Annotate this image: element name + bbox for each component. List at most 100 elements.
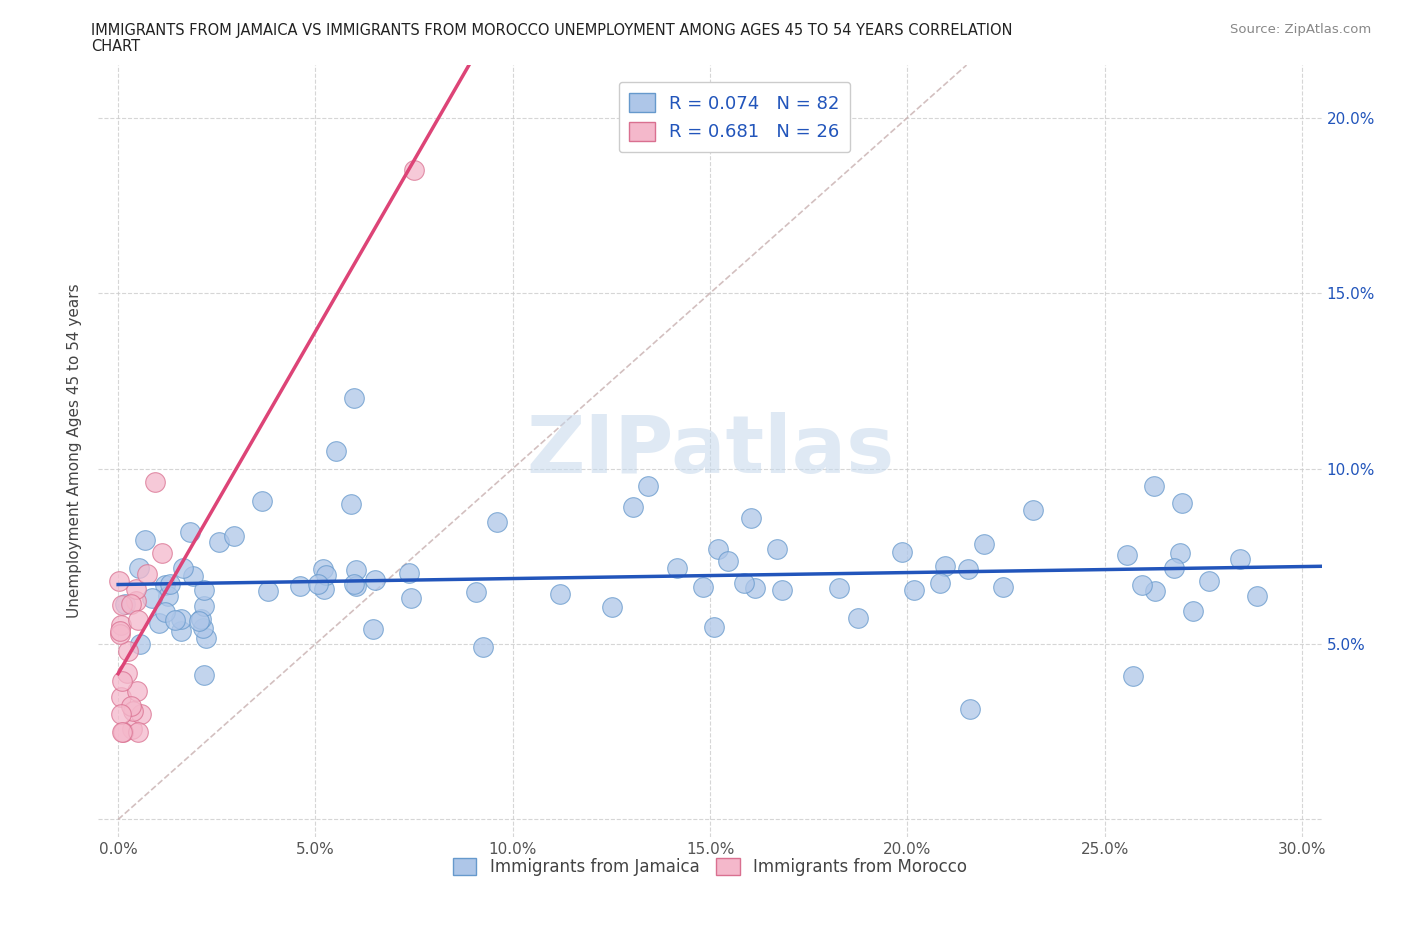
Point xyxy=(890,544,912,559)
Point xyxy=(181,569,204,584)
Point xyxy=(110,618,132,632)
Point xyxy=(959,702,981,717)
Point xyxy=(159,577,181,591)
Point xyxy=(1198,574,1220,589)
Point xyxy=(929,576,952,591)
Point xyxy=(315,568,337,583)
Point xyxy=(120,698,142,713)
Point xyxy=(193,599,215,614)
Point xyxy=(165,612,187,627)
Point xyxy=(744,580,766,595)
Point xyxy=(703,619,725,634)
Point xyxy=(733,576,755,591)
Point xyxy=(766,542,789,557)
Y-axis label: Unemployment Among Ages 45 to 54 years: Unemployment Among Ages 45 to 54 years xyxy=(67,284,83,618)
Point xyxy=(307,577,329,591)
Text: IMMIGRANTS FROM JAMAICA VS IMMIGRANTS FROM MOROCCO UNEMPLOYMENT AMONG AGES 45 TO: IMMIGRANTS FROM JAMAICA VS IMMIGRANTS FR… xyxy=(91,23,1012,38)
Point xyxy=(464,585,486,600)
Point xyxy=(155,604,177,619)
Point xyxy=(717,553,740,568)
Point xyxy=(108,624,131,639)
Point xyxy=(472,640,495,655)
Point xyxy=(141,591,163,605)
Point xyxy=(257,583,280,598)
Point xyxy=(288,578,311,593)
Text: ZIPatlas: ZIPatlas xyxy=(526,412,894,490)
Point xyxy=(129,707,152,722)
Point xyxy=(828,581,851,596)
Point xyxy=(550,587,572,602)
Text: CHART: CHART xyxy=(91,39,141,54)
Point xyxy=(993,579,1015,594)
Point xyxy=(134,532,156,547)
Point xyxy=(194,631,217,645)
Point xyxy=(621,499,644,514)
Point xyxy=(692,579,714,594)
Point xyxy=(340,497,363,512)
Point xyxy=(1246,589,1268,604)
Point xyxy=(846,610,869,625)
Point xyxy=(127,613,149,628)
Text: Source: ZipAtlas.com: Source: ZipAtlas.com xyxy=(1230,23,1371,36)
Point xyxy=(1116,548,1139,563)
Point xyxy=(143,475,166,490)
Point xyxy=(600,600,623,615)
Point xyxy=(135,566,157,581)
Point xyxy=(364,573,387,588)
Point xyxy=(344,578,367,593)
Point xyxy=(112,724,135,739)
Point xyxy=(973,537,995,551)
Point xyxy=(343,391,366,405)
Point xyxy=(1143,584,1166,599)
Point xyxy=(399,591,422,605)
Point xyxy=(127,684,149,698)
Point xyxy=(170,624,193,639)
Point xyxy=(224,529,246,544)
Point xyxy=(170,611,193,626)
Point xyxy=(398,565,420,580)
Point xyxy=(740,511,762,525)
Point xyxy=(193,583,215,598)
Point xyxy=(122,703,145,718)
Point xyxy=(1170,546,1192,561)
Point xyxy=(115,666,138,681)
Point xyxy=(314,582,336,597)
Point xyxy=(110,707,132,722)
Point xyxy=(179,525,201,539)
Point xyxy=(903,582,925,597)
Point xyxy=(121,722,143,737)
Point xyxy=(110,689,132,704)
Point xyxy=(108,626,131,641)
Point xyxy=(111,674,134,689)
Point xyxy=(117,644,139,658)
Point xyxy=(486,514,509,529)
Point xyxy=(934,558,956,573)
Point xyxy=(344,563,367,578)
Point xyxy=(1229,551,1251,566)
Point xyxy=(770,583,793,598)
Point xyxy=(110,724,132,739)
Point xyxy=(127,724,149,739)
Point xyxy=(172,561,194,576)
Point xyxy=(666,561,689,576)
Point xyxy=(1122,669,1144,684)
Point xyxy=(148,616,170,631)
Point xyxy=(150,546,173,561)
Point xyxy=(1130,578,1153,592)
Point xyxy=(193,620,215,635)
Point xyxy=(1181,604,1204,618)
Point xyxy=(111,598,134,613)
Point xyxy=(157,589,180,604)
Point xyxy=(1163,561,1185,576)
Point xyxy=(190,612,212,627)
Point xyxy=(706,541,728,556)
Point xyxy=(188,614,211,629)
Point xyxy=(1022,502,1045,517)
Point xyxy=(114,596,136,611)
Point xyxy=(153,578,176,592)
Point xyxy=(124,593,146,608)
Point xyxy=(1143,479,1166,494)
Point xyxy=(125,582,148,597)
Legend: Immigrants from Jamaica, Immigrants from Morocco: Immigrants from Jamaica, Immigrants from… xyxy=(447,851,973,883)
Point xyxy=(637,479,659,494)
